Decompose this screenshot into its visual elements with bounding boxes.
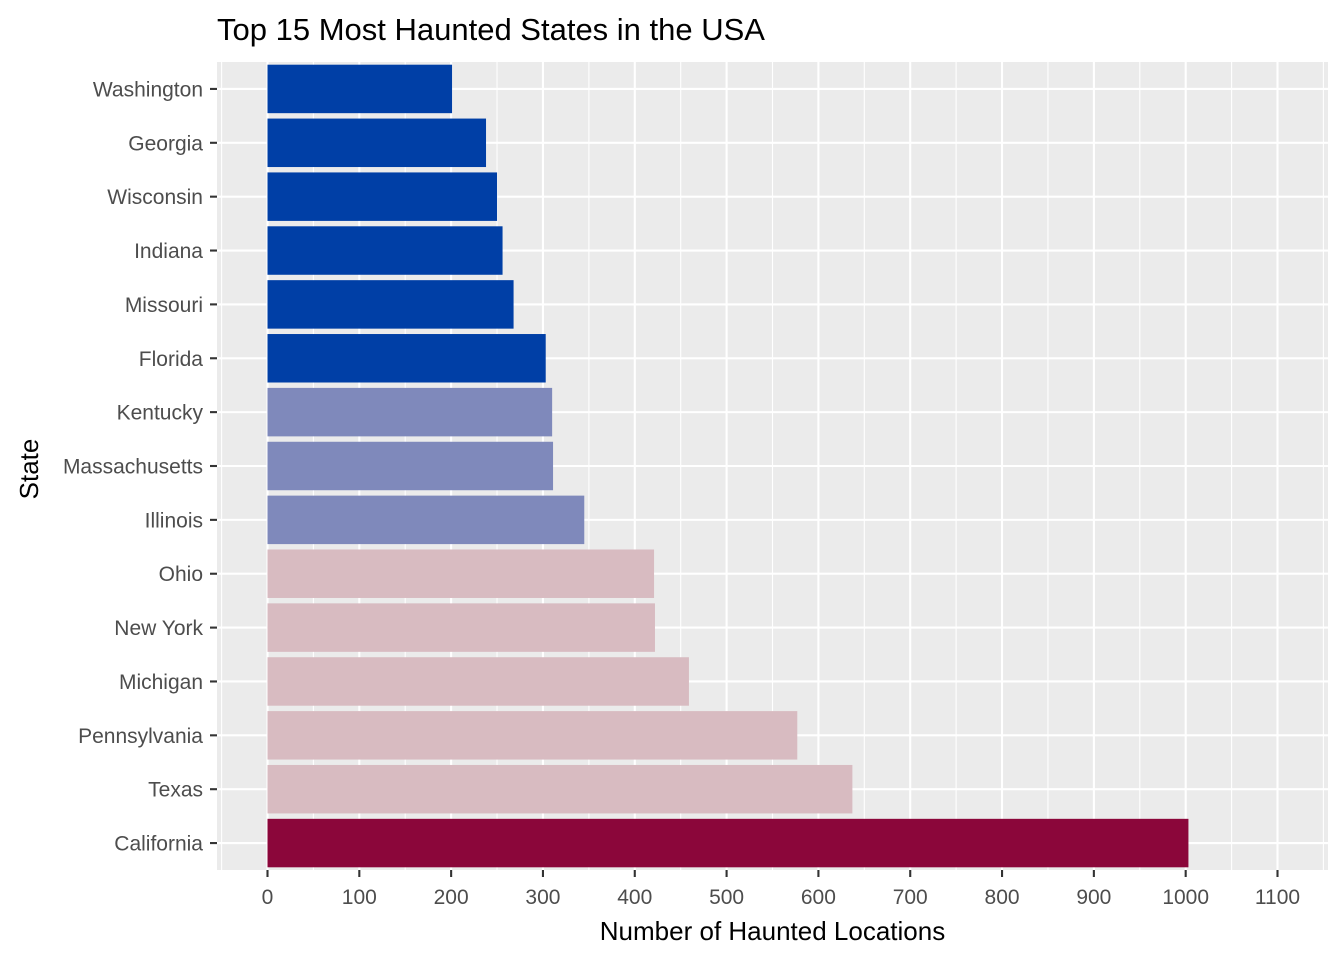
x-tick-label: 500	[709, 886, 744, 909]
y-axis: Washington Georgia Wisconsin Indiana Missour…	[63, 78, 217, 856]
y-tick-label: New York	[114, 617, 203, 640]
y-tick-label: Texas	[148, 779, 203, 802]
x-tick-label: 900	[1076, 886, 1111, 909]
y-tick-label: Indiana	[134, 240, 203, 263]
bar-massachusetts	[267, 441, 554, 491]
y-axis-title: State	[14, 439, 44, 500]
bar-ohio	[267, 549, 655, 598]
x-tick-label: 600	[801, 886, 836, 909]
x-tick-label: 1000	[1162, 886, 1209, 909]
x-tick-label: 700	[893, 886, 928, 909]
x-tick-label: 400	[617, 886, 652, 909]
y-tick-label: Wisconsin	[107, 186, 203, 209]
bar-georgia	[267, 118, 487, 168]
bar-california	[267, 818, 1189, 868]
x-tick-label: 100	[342, 886, 377, 909]
y-tick-label: Ohio	[159, 563, 203, 586]
y-tick-label: California	[114, 833, 203, 856]
y-tick-label: Massachusetts	[63, 456, 203, 479]
y-tick-label: Georgia	[128, 132, 203, 155]
bar-michigan	[267, 657, 689, 706]
bar-indiana	[267, 226, 503, 275]
bar-florida	[267, 334, 546, 383]
bar-missouri	[267, 280, 514, 329]
y-tick-label: Florida	[139, 348, 204, 371]
y-tick-label: Kentucky	[117, 402, 204, 425]
x-tick-label: 300	[525, 886, 560, 909]
bar-pennsylvania	[267, 711, 798, 760]
y-tick-label: Illinois	[145, 509, 203, 532]
bars	[267, 64, 1189, 868]
bar-illinois	[267, 495, 585, 545]
y-tick-label: Missouri	[125, 294, 203, 317]
y-tick-label: Pennsylvania	[78, 725, 203, 748]
x-tick-label: 1100	[1255, 886, 1300, 909]
bar-new-york	[267, 603, 655, 652]
x-tick-label: 0	[262, 886, 274, 909]
y-tick-label: Washington	[93, 78, 203, 101]
bar-kentucky	[267, 387, 553, 437]
x-axis: 0 100 200 300 400 500 600 700 800 900 1000 1100	[262, 870, 1300, 909]
bar-texas	[267, 764, 853, 814]
chart-title: Top 15 Most Haunted States in the USA	[217, 12, 765, 47]
y-tick-label: Michigan	[119, 671, 203, 694]
x-axis-title: Number of Haunted Locations	[600, 916, 945, 946]
bar-wisconsin	[267, 172, 498, 221]
x-tick-label: 200	[434, 886, 469, 909]
bar-washington	[267, 64, 453, 114]
x-tick-label: 800	[985, 886, 1020, 909]
